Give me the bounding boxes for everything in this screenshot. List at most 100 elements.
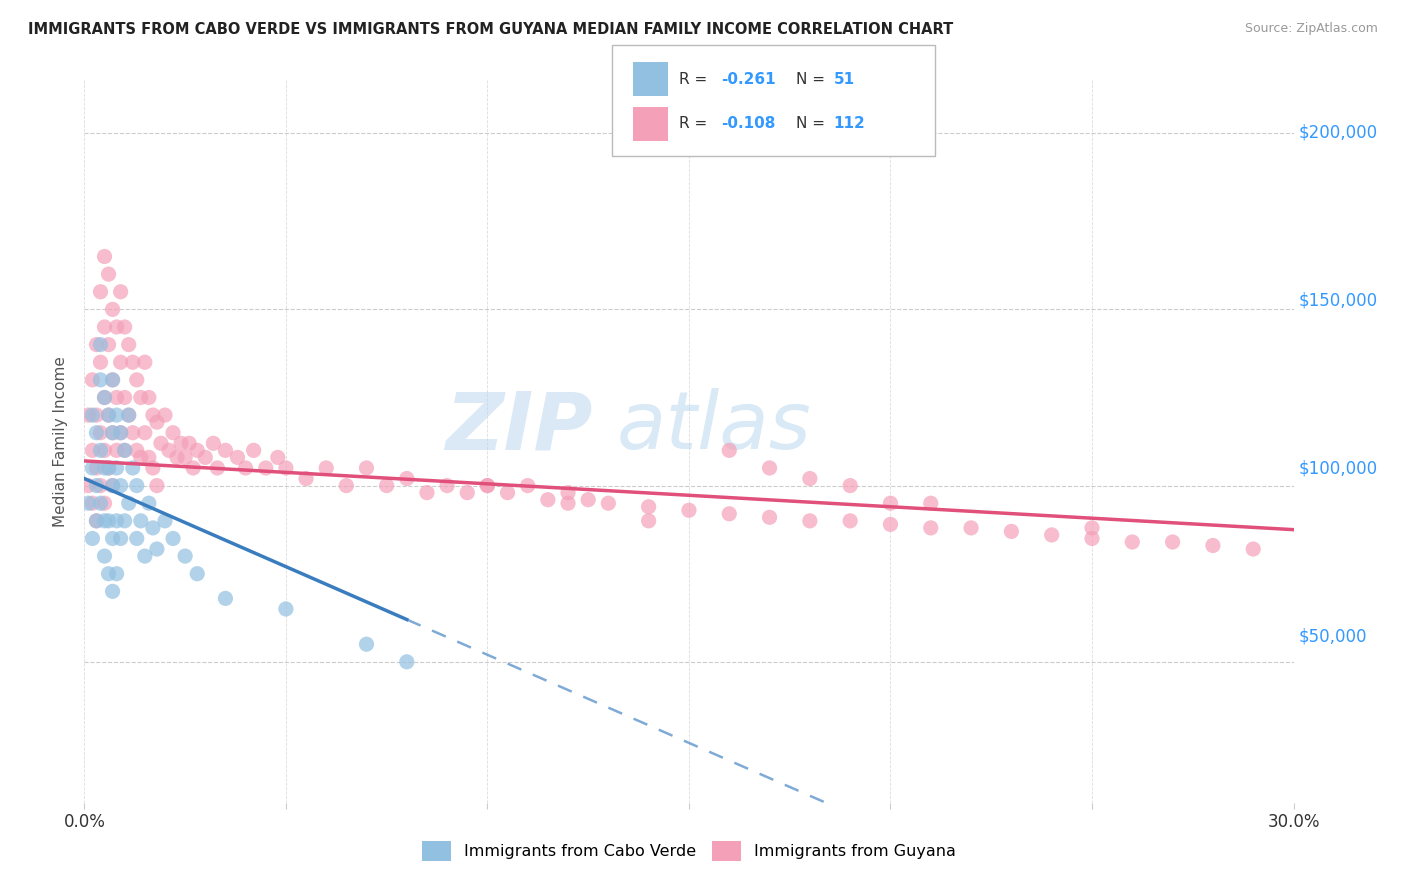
Point	[839, 478, 862, 492]
Point	[1202, 539, 1225, 553]
Point	[118, 408, 141, 422]
Point	[174, 450, 197, 465]
Point	[315, 461, 337, 475]
Point	[335, 478, 357, 492]
Point	[93, 391, 115, 405]
Point	[516, 478, 538, 492]
Point	[557, 496, 579, 510]
Point	[97, 408, 120, 422]
Point	[89, 443, 111, 458]
Point	[114, 391, 136, 405]
Point	[202, 436, 225, 450]
Point	[194, 450, 217, 465]
Point	[110, 425, 132, 440]
Point	[125, 532, 148, 546]
Point	[93, 443, 115, 458]
Point	[110, 532, 132, 546]
Point	[960, 521, 983, 535]
Point	[557, 485, 579, 500]
Point	[86, 337, 108, 351]
Point	[678, 503, 700, 517]
Point	[186, 566, 208, 581]
Text: IMMIGRANTS FROM CABO VERDE VS IMMIGRANTS FROM GUYANA MEDIAN FAMILY INCOME CORREL: IMMIGRANTS FROM CABO VERDE VS IMMIGRANTS…	[28, 22, 953, 37]
Point	[718, 507, 741, 521]
Point	[105, 443, 128, 458]
Point	[138, 391, 160, 405]
Point	[118, 408, 141, 422]
Point	[153, 408, 176, 422]
Point	[920, 521, 942, 535]
Point	[101, 478, 124, 492]
Point	[129, 450, 152, 465]
Point	[456, 485, 478, 500]
Point	[146, 415, 169, 429]
Point	[77, 478, 100, 492]
Point	[97, 408, 120, 422]
Point	[207, 461, 229, 475]
Text: -0.108: -0.108	[721, 117, 776, 131]
Point	[129, 391, 152, 405]
Point	[153, 514, 176, 528]
Point	[1040, 528, 1063, 542]
Point	[839, 514, 862, 528]
Point	[170, 436, 193, 450]
Point	[496, 485, 519, 500]
Point	[1000, 524, 1022, 539]
Point	[274, 602, 297, 616]
Point	[537, 492, 560, 507]
Text: atlas: atlas	[616, 388, 811, 467]
Point	[477, 478, 499, 492]
Point	[101, 425, 124, 440]
Point	[97, 566, 120, 581]
Point	[97, 337, 120, 351]
Point	[242, 443, 264, 458]
Point	[1161, 535, 1184, 549]
Y-axis label: Median Family Income: Median Family Income	[53, 356, 69, 527]
Point	[295, 471, 318, 485]
Point	[97, 461, 120, 475]
Point	[395, 655, 418, 669]
Point	[82, 496, 104, 510]
Point	[82, 373, 104, 387]
Point	[101, 302, 124, 317]
Point	[142, 408, 165, 422]
Point	[879, 496, 901, 510]
Point	[125, 443, 148, 458]
Point	[356, 637, 378, 651]
Point	[105, 461, 128, 475]
Point	[114, 514, 136, 528]
Point	[134, 425, 156, 440]
Point	[82, 408, 104, 422]
Point	[93, 549, 115, 563]
Point	[105, 320, 128, 334]
Point	[1241, 542, 1264, 557]
Point	[121, 461, 143, 475]
Point	[637, 500, 659, 514]
Point	[142, 521, 165, 535]
Point	[718, 443, 741, 458]
Text: ZIP: ZIP	[444, 388, 592, 467]
Point	[356, 461, 378, 475]
Point	[1121, 535, 1143, 549]
Text: -0.261: -0.261	[721, 72, 776, 87]
Point	[125, 373, 148, 387]
Point	[162, 532, 184, 546]
Point	[86, 408, 108, 422]
Point	[105, 408, 128, 422]
Text: Source: ZipAtlas.com: Source: ZipAtlas.com	[1244, 22, 1378, 36]
Point	[110, 478, 132, 492]
Point	[179, 436, 201, 450]
Point	[416, 485, 439, 500]
Point	[166, 450, 188, 465]
Point	[86, 425, 108, 440]
Point	[77, 408, 100, 422]
Point	[118, 496, 141, 510]
Point	[97, 267, 120, 281]
Point	[138, 450, 160, 465]
Point	[186, 443, 208, 458]
Point	[97, 514, 120, 528]
Point	[89, 478, 111, 492]
Point	[105, 566, 128, 581]
Point	[274, 461, 297, 475]
Point	[149, 436, 172, 450]
